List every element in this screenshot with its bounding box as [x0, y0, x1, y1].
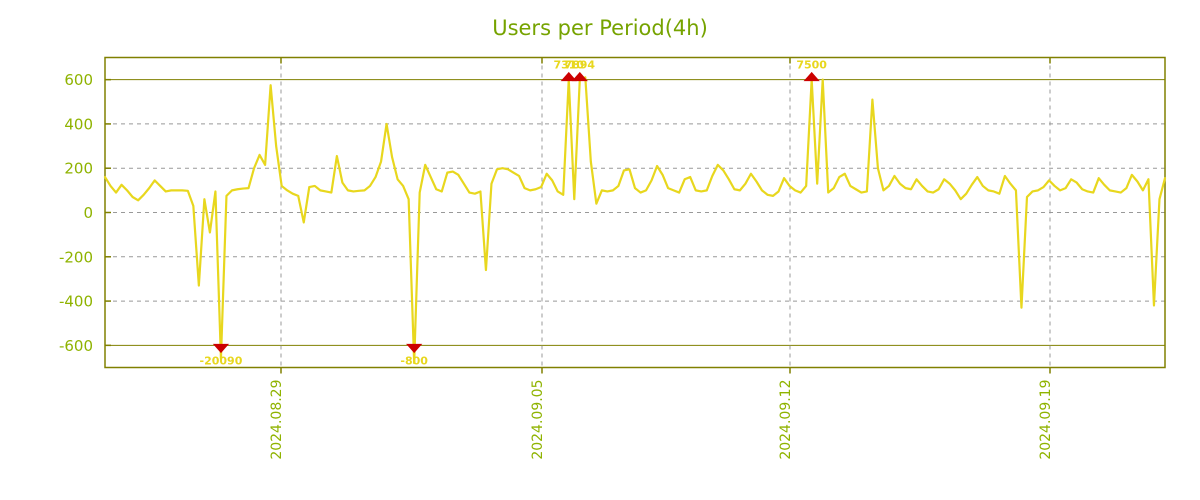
annotation-value-label: 7500 [796, 59, 827, 72]
y-axis-tick-label: -600 [59, 337, 93, 355]
annotation-marker[interactable] [803, 71, 820, 82]
chart-title: Users per Period(4h) [492, 16, 708, 40]
x-axis-tick-label: 2024.09.19 [1038, 380, 1054, 460]
y-axis-tick-label: 200 [64, 160, 93, 178]
y-axis-tick-label: 0 [83, 204, 93, 222]
data-series-line [103, 76, 1167, 365]
annotation-marker[interactable] [212, 343, 230, 354]
y-axis-tick-label: 600 [64, 71, 93, 89]
annotation-value-label: 7310 [553, 59, 584, 72]
y-axis-tick-label: 400 [64, 115, 93, 133]
annotation-value-label: -20090 [200, 354, 243, 367]
y-axis-tick-label: -200 [59, 248, 93, 266]
x-axis-tick-label: 2024.08.29 [269, 380, 285, 460]
x-axis-tick-label: 2024.09.12 [778, 380, 794, 460]
x-axis-tick-label: 2024.09.05 [530, 380, 546, 460]
annotation-marker[interactable] [406, 343, 423, 354]
annotation-marker[interactable] [571, 71, 588, 82]
annotation-marker[interactable] [560, 71, 577, 82]
annotation-value-label: 7894 [564, 59, 595, 72]
annotation-value-label: -800 [400, 354, 428, 367]
y-axis-tick-label: -400 [59, 293, 93, 311]
